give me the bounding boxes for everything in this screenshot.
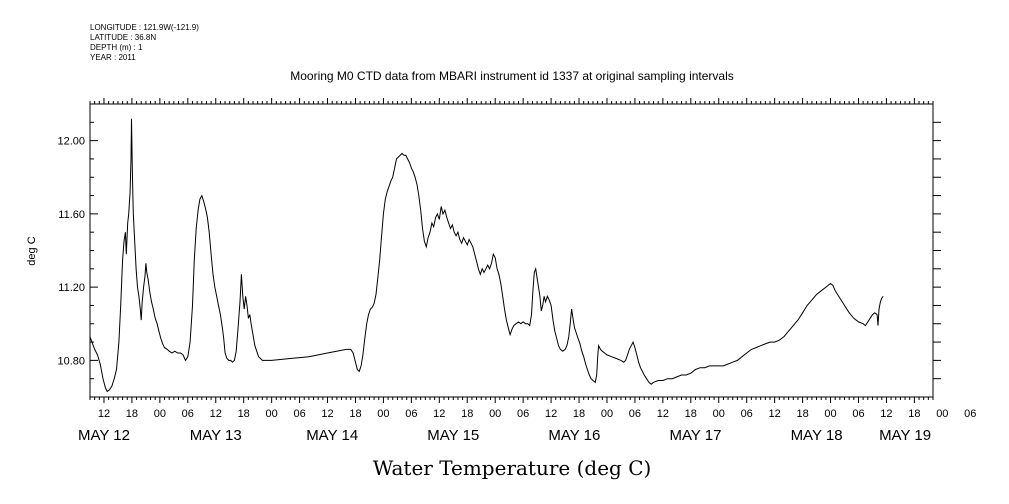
- y-tick-label: 12.00: [57, 136, 85, 148]
- x-hour-tick-label: 12: [210, 408, 222, 420]
- x-axis: 12 18 00 06 12 18 00 06 12 18 00 06 12 18 00 06 12 18 00 06…: [78, 408, 976, 444]
- x-date-label: MAY 14: [306, 427, 358, 444]
- x-hour-tick-label: 18: [573, 408, 585, 420]
- y-axis: 10.80 11.20 11.60 12.00: [57, 121, 941, 380]
- water-temperature-line: [89, 118, 884, 393]
- x-hour-tick-label: 06: [405, 408, 417, 420]
- x-hour-tick-label: 00: [824, 408, 836, 420]
- x-hour-tick-label: 00: [601, 408, 613, 420]
- x-hour-tick-label: 18: [349, 408, 361, 420]
- x-date-label: MAY 19: [879, 427, 931, 444]
- series-layer: [89, 118, 884, 393]
- x-hour-tick-label: 18: [908, 408, 920, 420]
- x-date-label: MAY 16: [548, 427, 600, 444]
- x-hour-tick-label: 06: [964, 408, 976, 420]
- x-date-label: MAY 17: [669, 427, 721, 444]
- x-hour-tick-label: 00: [936, 408, 948, 420]
- x-hour-tick-label: 12: [657, 408, 669, 420]
- latitude-label: LATITUDE : 36.8N: [90, 33, 157, 42]
- x-date-label: MAY 13: [190, 427, 242, 444]
- x-hour-tick-label: 12: [98, 408, 110, 420]
- year-label: YEAR : 2011: [90, 53, 136, 62]
- x-date-label: MAY 15: [427, 427, 479, 444]
- x-date-label: MAY 12: [78, 427, 130, 444]
- x-hour-tick-label: 18: [238, 408, 250, 420]
- depth-label: DEPTH (m) : 1: [90, 43, 143, 52]
- x-hour-tick-label: 18: [126, 408, 138, 420]
- mooring-metadata: LONGITUDE : 121.9W(-121.9) LATITUDE : 36…: [90, 23, 199, 63]
- x-hour-tick-label: 06: [852, 408, 864, 420]
- y-tick-label: 11.20: [58, 282, 85, 294]
- x-hour-tick-label: 12: [321, 408, 333, 420]
- x-hour-tick-label: 00: [377, 408, 389, 420]
- minor-tick-marks: [89, 98, 934, 403]
- x-hour-tick-label: 12: [880, 408, 892, 420]
- y-axis-label: deg C: [26, 236, 38, 265]
- x-hour-tick-label: 00: [266, 408, 278, 420]
- x-hour-tick-label: 12: [433, 408, 445, 420]
- y-tick-label: 11.60: [58, 209, 85, 221]
- x-axis-title: Water Temperature (deg C): [373, 456, 652, 480]
- x-hour-tick-label: 18: [685, 408, 697, 420]
- x-hour-tick-label: 06: [517, 408, 529, 420]
- x-hour-tick-label: 00: [154, 408, 166, 420]
- x-hour-tick-label: 12: [545, 408, 557, 420]
- x-hour-tick-label: 00: [713, 408, 725, 420]
- longitude-label: LONGITUDE : 121.9W(-121.9): [90, 23, 199, 32]
- x-date-label: MAY 18: [791, 427, 843, 444]
- x-hour-tick-label: 06: [741, 408, 753, 420]
- x-hour-tick-label: 12: [769, 408, 781, 420]
- x-hour-tick-label: 18: [461, 408, 473, 420]
- y-tick-label: 10.80: [57, 355, 85, 367]
- plot-frame: [89, 103, 934, 398]
- x-hour-tick-label: 06: [629, 408, 641, 420]
- x-hour-tick-label: 00: [489, 408, 501, 420]
- x-hour-tick-label: 18: [796, 408, 808, 420]
- x-hour-tick-label: 06: [293, 408, 305, 420]
- chart-title: Mooring M0 CTD data from MBARI instrumen…: [290, 69, 734, 83]
- x-hour-tick-label: 06: [182, 408, 194, 420]
